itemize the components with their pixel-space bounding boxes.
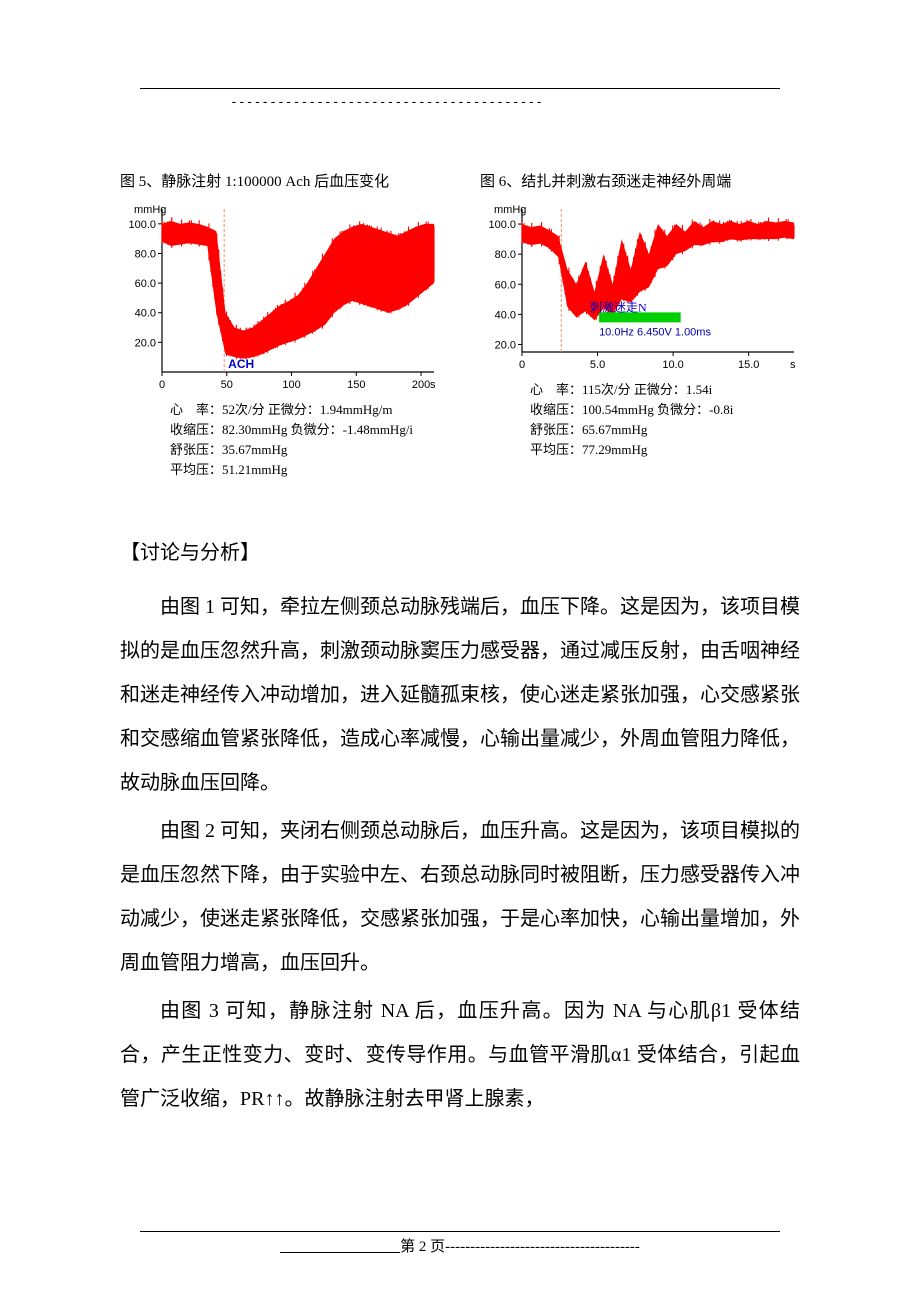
svg-text:60.0: 60.0 <box>135 278 156 290</box>
header-rule <box>140 88 780 89</box>
svg-text:80.0: 80.0 <box>135 248 156 260</box>
svg-text:s: s <box>790 359 796 371</box>
svg-text:100.0: 100.0 <box>488 219 516 231</box>
header-dashes: ---------------------------------------- <box>230 95 543 110</box>
svg-text:100: 100 <box>282 379 300 391</box>
figure-6-chart: mmHg20.040.060.080.0100.005.010.015.0s刺激… <box>480 201 800 376</box>
stat-line: 心 率：52次/分 正微分：1.94mmHg/m <box>170 400 440 420</box>
stat-line: 收缩压：82.30mmHg 负微分：-1.48mmHg/i <box>170 420 440 440</box>
svg-text:10.0Hz 6.450V 1.00ms: 10.0Hz 6.450V 1.00ms <box>599 326 711 338</box>
svg-text:100.0: 100.0 <box>128 219 156 231</box>
stat-sys: 收缩压：82.30mmHg <box>170 422 287 437</box>
figure-6: 图 6、结扎并刺激右颈迷走神经外周端 mmHg20.040.060.080.01… <box>480 170 800 481</box>
figures-row: 图 5、静脉注射 1:100000 Ach 后血压变化 mmHg20.040.0… <box>120 170 800 481</box>
paragraph: 由图 3 可知，静脉注射 NA 后，血压升高。因为 NA 与心肌β1 受体结合，… <box>120 989 800 1121</box>
svg-text:200: 200 <box>412 379 430 391</box>
svg-text:40.0: 40.0 <box>135 308 156 320</box>
svg-text:s: s <box>430 379 436 391</box>
paragraph: 由图 1 可知，牵拉左侧颈总动脉残端后，血压下降。这是因为，该项目模拟的是血压忽… <box>120 585 800 805</box>
page: ----------------------------------------… <box>0 0 920 1302</box>
svg-text:5.0: 5.0 <box>590 359 605 371</box>
stat-negdiff: 负微分：-0.8i <box>657 402 733 417</box>
stat-dia: 舒张压：35.67mmHg <box>170 440 440 460</box>
svg-text:15.0: 15.0 <box>738 359 759 371</box>
stat-sys: 收缩压：100.54mmHg <box>530 402 654 417</box>
figure-5-stats: 心 率：52次/分 正微分：1.94mmHg/m 收缩压：82.30mmHg 负… <box>120 400 440 481</box>
svg-text:80.0: 80.0 <box>495 249 516 261</box>
figure-6-stats: 心 率：115次/分 正微分：1.54i 收缩压：100.54mmHg 负微分：… <box>480 380 800 461</box>
svg-text:0: 0 <box>159 379 165 391</box>
figure-5-chart: mmHg20.040.060.080.0100.0050100150200sAC… <box>120 201 440 396</box>
svg-text:10.0: 10.0 <box>662 359 683 371</box>
stat-posdiff: 正微分：1.54i <box>634 382 712 397</box>
section-heading: 【讨论与分析】 <box>120 536 800 565</box>
stat-mean: 平均压：77.29mmHg <box>530 440 800 460</box>
footer: 第 2 页-----------------------------------… <box>0 1235 920 1256</box>
svg-text:20.0: 20.0 <box>135 337 156 349</box>
page-number-text: 第 2 页 <box>400 1239 445 1255</box>
svg-text:60.0: 60.0 <box>495 279 516 291</box>
svg-text:0: 0 <box>519 359 525 371</box>
stat-posdiff: 正微分：1.94mmHg/m <box>268 402 393 417</box>
footer-rule <box>140 1231 780 1232</box>
discussion-section: 【讨论与分析】 由图 1 可知，牵拉左侧颈总动脉残端后，血压下降。这是因为，该项… <box>120 536 800 1121</box>
svg-text:ACH: ACH <box>228 357 254 371</box>
stat-mean: 平均压：51.21mmHg <box>170 460 440 480</box>
footer-dashes: --------------------------------------- <box>445 1239 640 1255</box>
svg-text:150: 150 <box>347 379 365 391</box>
stat-line: 心 率：115次/分 正微分：1.54i <box>530 380 800 400</box>
stat-dia: 舒张压：65.67mmHg <box>530 420 800 440</box>
figure-5: 图 5、静脉注射 1:100000 Ach 后血压变化 mmHg20.040.0… <box>120 170 440 481</box>
stat-line: 收缩压：100.54mmHg 负微分：-0.8i <box>530 400 800 420</box>
stat-negdiff: 负微分：-1.48mmHg/i <box>291 422 413 437</box>
svg-text:20.0: 20.0 <box>495 339 516 351</box>
figure-5-caption: 图 5、静脉注射 1:100000 Ach 后血压变化 <box>120 170 440 191</box>
page-number: 第 2 页-----------------------------------… <box>280 1239 640 1255</box>
svg-text:50: 50 <box>221 379 233 391</box>
stat-hr: 心 率：52次/分 <box>170 402 265 417</box>
stat-hr: 心 率：115次/分 <box>530 382 631 397</box>
figure-6-caption: 图 6、结扎并刺激右颈迷走神经外周端 <box>480 170 800 191</box>
svg-text:40.0: 40.0 <box>495 309 516 321</box>
paragraph: 由图 2 可知，夹闭右侧颈总动脉后，血压升高。这是因为，该项目模拟的是血压忽然下… <box>120 809 800 985</box>
svg-text:刺激迷走N: 刺激迷走N <box>590 300 647 314</box>
